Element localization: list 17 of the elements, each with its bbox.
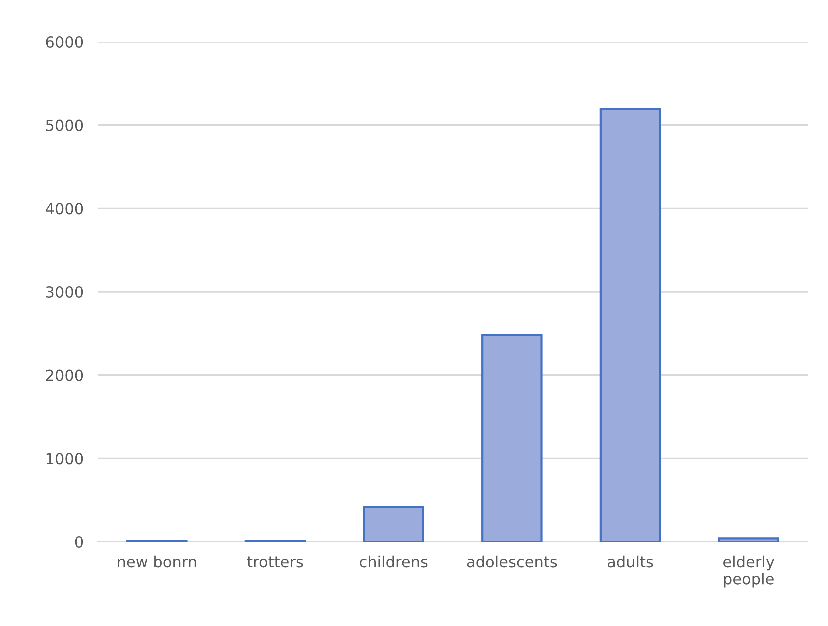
y-tick-label: 2000 — [46, 370, 84, 382]
y-tick-label: 1000 — [46, 453, 84, 465]
bar — [363, 506, 424, 542]
y-tick-label: 5000 — [46, 120, 84, 132]
x-tick-label: adults — [608, 556, 654, 568]
bar — [482, 334, 543, 542]
y-tick-label: 0 — [75, 536, 84, 548]
x-tick-label: adolescents — [467, 556, 558, 568]
x-tick-label: trotters — [247, 556, 304, 568]
x-tick-label: childrens — [360, 556, 428, 568]
y-tick-label: 3000 — [46, 286, 84, 298]
x-tick-label: new bonrn — [118, 556, 196, 568]
bar — [600, 108, 662, 542]
bar — [718, 538, 780, 542]
y-tick-label: 4000 — [46, 203, 84, 215]
x-tick-label: elderly people — [724, 556, 775, 588]
y-tick-label: 6000 — [46, 36, 84, 48]
